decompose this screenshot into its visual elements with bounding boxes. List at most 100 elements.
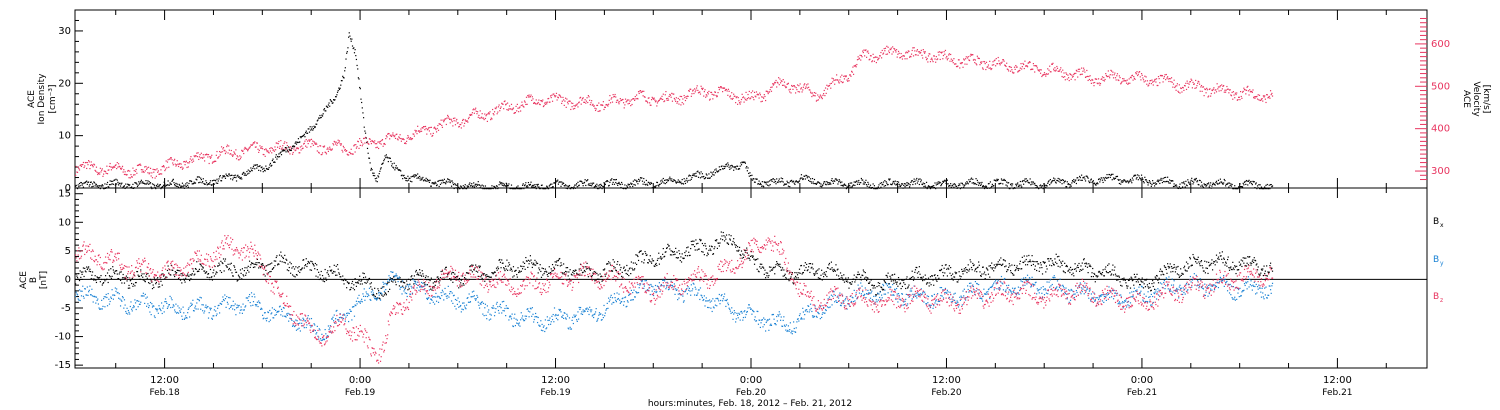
data-point <box>87 164 89 166</box>
data-point <box>637 98 639 100</box>
data-point <box>523 100 526 102</box>
data-point <box>867 50 869 52</box>
data-point <box>190 274 193 276</box>
data-point <box>1063 182 1065 184</box>
data-point <box>213 160 215 162</box>
data-point <box>693 245 696 248</box>
data-point <box>773 266 775 269</box>
data-point <box>245 147 247 149</box>
data-point <box>682 103 685 105</box>
data-point <box>441 126 444 128</box>
data-point <box>814 95 816 97</box>
data-point <box>1107 177 1109 179</box>
data-point <box>434 281 436 283</box>
data-point <box>1167 76 1169 78</box>
data-point <box>536 262 538 265</box>
data-point <box>303 133 305 135</box>
data-point <box>198 176 200 178</box>
data-point <box>235 149 237 151</box>
data-point <box>490 276 492 278</box>
data-point <box>1026 179 1029 182</box>
data-point <box>321 274 324 277</box>
data-point <box>885 181 887 183</box>
data-point <box>1070 185 1072 187</box>
data-point <box>703 178 705 180</box>
data-point <box>384 292 386 294</box>
data-point <box>925 181 928 183</box>
data-point <box>716 239 718 241</box>
data-point <box>573 186 575 188</box>
data-point <box>286 269 288 271</box>
data-point <box>270 270 272 273</box>
data-point <box>195 268 197 270</box>
data-point <box>555 264 557 266</box>
data-point <box>702 87 704 89</box>
data-point <box>399 277 401 279</box>
data-point <box>333 270 335 273</box>
data-point <box>348 36 350 38</box>
data-point <box>1174 184 1177 187</box>
data-point <box>640 91 642 94</box>
data-point <box>935 55 937 58</box>
data-point <box>1105 74 1107 77</box>
data-point <box>533 264 535 266</box>
data-point <box>1122 180 1124 182</box>
data-point <box>112 266 114 268</box>
data-point <box>665 251 667 253</box>
data-point <box>291 274 294 276</box>
data-point <box>208 162 210 165</box>
data-point <box>1185 180 1187 182</box>
data-point <box>643 181 646 183</box>
data-point <box>430 126 432 128</box>
data-point <box>649 183 651 185</box>
data-point <box>500 106 502 108</box>
data-point <box>667 245 670 247</box>
data-point <box>767 276 769 278</box>
data-point <box>1159 182 1161 185</box>
data-point <box>775 79 777 82</box>
data-point <box>471 112 474 114</box>
data-point <box>710 249 712 252</box>
data-point <box>552 93 554 95</box>
data-point <box>771 269 773 271</box>
data-point <box>180 186 182 188</box>
data-point <box>347 281 349 284</box>
data-point <box>189 180 191 182</box>
data-point <box>733 242 735 244</box>
data-point <box>164 169 166 172</box>
data-point <box>942 54 945 57</box>
data-point <box>746 252 748 254</box>
data-point <box>1023 180 1025 182</box>
data-point <box>249 171 251 173</box>
data-point <box>557 264 559 267</box>
data-point <box>136 172 138 174</box>
data-point <box>187 186 189 188</box>
data-point <box>220 146 223 148</box>
data-point <box>341 80 343 82</box>
data-point <box>128 184 130 187</box>
data-point <box>401 138 403 140</box>
data-point <box>763 181 765 183</box>
data-point <box>170 264 172 266</box>
data-point <box>493 186 496 188</box>
data-point <box>414 174 416 176</box>
data-point <box>708 90 710 92</box>
data-point <box>156 185 158 188</box>
data-point <box>149 183 151 185</box>
data-point <box>737 168 739 170</box>
data-point <box>174 158 176 160</box>
data-point <box>754 259 756 261</box>
data-point <box>856 59 859 61</box>
data-point <box>1008 70 1010 72</box>
data-point <box>153 185 156 187</box>
data-point <box>435 131 438 133</box>
data-point <box>974 59 977 61</box>
data-point <box>364 281 366 284</box>
data-point <box>1122 181 1124 183</box>
data-point <box>486 113 488 116</box>
data-point <box>1005 65 1007 68</box>
data-point <box>946 183 948 185</box>
data-point <box>465 120 467 122</box>
data-point <box>419 131 421 133</box>
data-point <box>641 90 644 92</box>
